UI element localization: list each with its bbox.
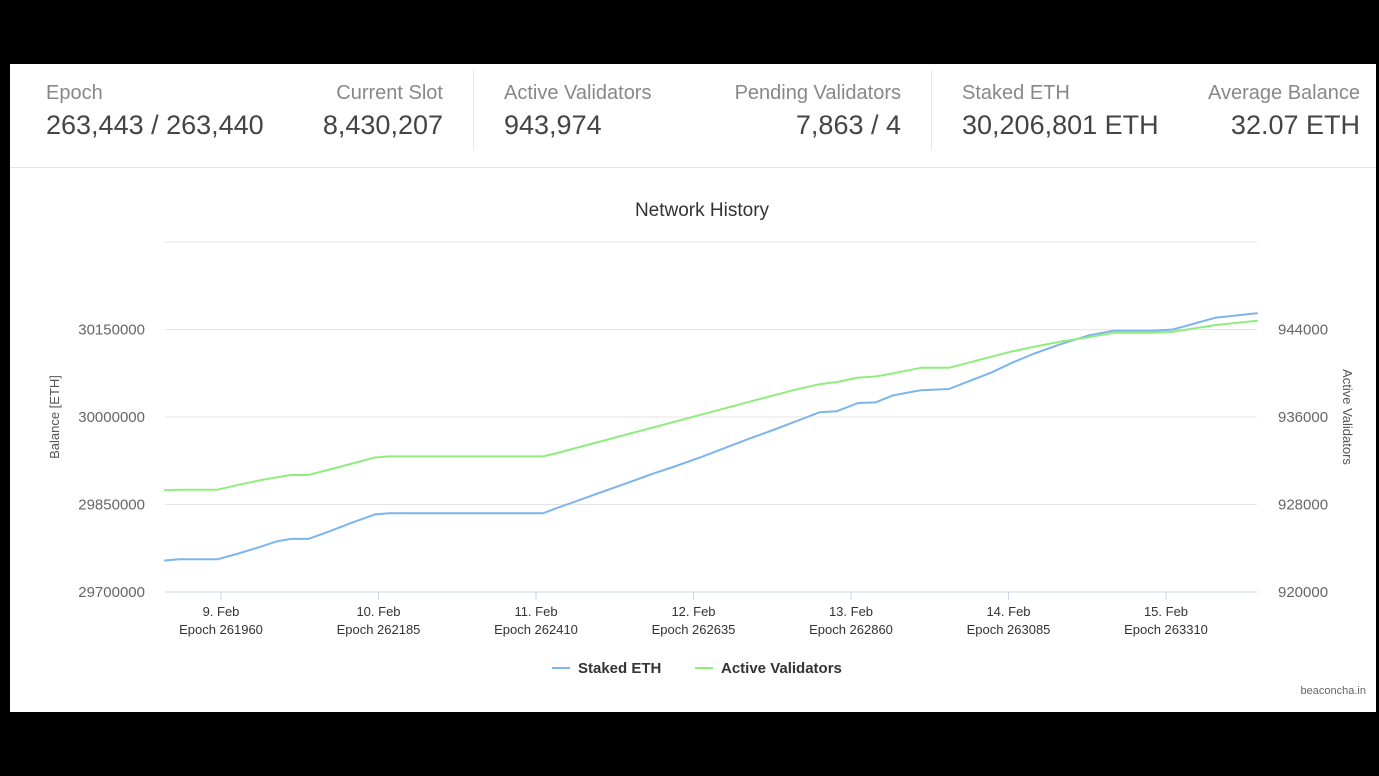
stat-value: 32.07 ETH xyxy=(1230,110,1360,140)
group-divider xyxy=(931,70,932,150)
x-tick-epoch: Epoch 262635 xyxy=(652,622,736,637)
stat-value: 263,443 / 263,440 xyxy=(46,110,264,140)
x-tick-date: 10. Feb xyxy=(356,604,400,619)
x-tick-date: 9. Feb xyxy=(203,604,240,619)
stat-label: Active Validators xyxy=(504,82,652,104)
stat-label: Average Balance xyxy=(1208,82,1360,104)
y2-tick-label: 920000 xyxy=(1278,584,1328,601)
y-tick-label: 29700000 xyxy=(78,584,145,601)
y-axis-title: Balance [ETH] xyxy=(47,375,62,459)
stat-label: Staked ETH xyxy=(962,82,1070,104)
x-tick-epoch: Epoch 261960 xyxy=(179,622,263,637)
group-divider xyxy=(473,70,474,150)
x-tick-date: 12. Feb xyxy=(671,604,715,619)
stats-bar: Epoch 263,443 / 263,440 Current Slot 8,430,… xyxy=(10,64,1376,168)
x-tick-date: 11. Feb xyxy=(514,604,557,619)
chart-title: Network History xyxy=(635,200,770,221)
stat-value: 8,430,207 xyxy=(322,110,443,140)
legend-item-active-validators[interactable]: Active Validators xyxy=(721,660,842,677)
stats-panel: Epoch 263,443 / 263,440 Current Slot 8,430,… xyxy=(10,64,1376,712)
series-line-staked-eth xyxy=(164,312,1258,562)
x-tick-epoch: Epoch 263310 xyxy=(1124,622,1208,637)
y2-tick-label: 936000 xyxy=(1278,409,1328,426)
y2-tick-label: 944000 xyxy=(1278,322,1328,339)
x-tick-epoch: Epoch 262185 xyxy=(337,622,421,637)
stat-value: 943,974 xyxy=(504,110,602,140)
x-tick-epoch: Epoch 262860 xyxy=(809,622,893,637)
stat-value: 30,206,801 ETH xyxy=(962,110,1159,140)
chart-credit-link[interactable]: beaconcha.in xyxy=(1300,685,1366,697)
y-tick-label: 30150000 xyxy=(78,322,145,339)
x-tick-date: 15. Feb xyxy=(1144,604,1188,619)
network-history-chart: Network History 29700000 29850000 30000000 3… xyxy=(47,200,1355,677)
stat-label: Pending Validators xyxy=(734,82,901,104)
stat-label: Epoch xyxy=(46,82,103,104)
stat-value: 7,863 / 4 xyxy=(795,110,901,140)
x-tick-epoch: Epoch 263085 xyxy=(967,622,1051,637)
y-tick-label: 30000000 xyxy=(78,409,145,426)
legend-item-staked-eth[interactable]: Staked ETH xyxy=(578,660,661,677)
x-tick-epoch: Epoch 262410 xyxy=(494,622,578,637)
y2-tick-label: 928000 xyxy=(1278,497,1328,514)
y-tick-label: 29850000 xyxy=(78,497,145,514)
y2-axis-title: Active Validators xyxy=(1340,369,1355,465)
series-line-active-validators xyxy=(164,319,1258,492)
stat-label: Current Slot xyxy=(336,82,443,104)
x-tick-date: 14. Feb xyxy=(986,604,1030,619)
x-tick-date: 13. Feb xyxy=(829,604,873,619)
